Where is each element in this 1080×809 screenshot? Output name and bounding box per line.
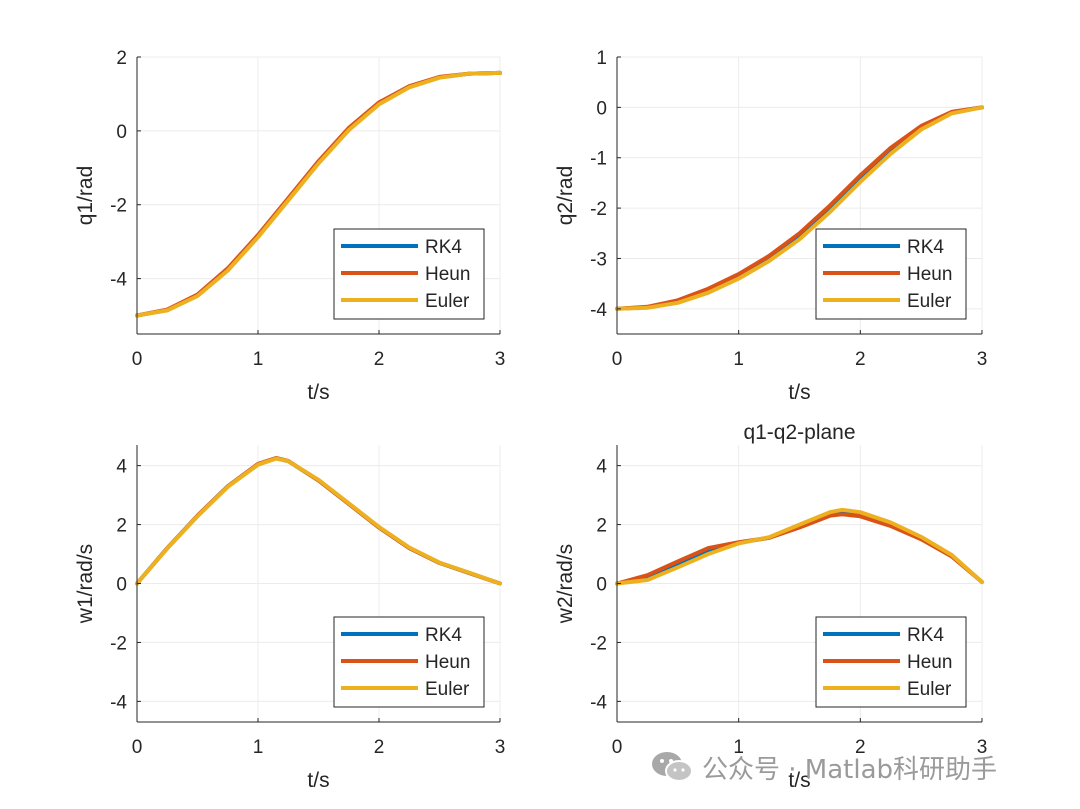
legend-label-heun: Heun [425, 264, 470, 285]
y-tick-label: -2 [590, 633, 607, 654]
legend-label-euler: Euler [425, 291, 470, 312]
legend-label-rk4: RK4 [425, 237, 462, 258]
series-line-euler [135, 70, 502, 318]
x-tick-label: 1 [733, 737, 744, 758]
x-axis-label: t/s [307, 769, 329, 792]
x-axis-label: t/s [788, 769, 810, 792]
legend: RK4 Heun Euler [815, 616, 967, 708]
x-tick-label: 1 [253, 737, 264, 758]
y-tick-label: -2 [110, 196, 127, 217]
y-axis-label: w2/rad/s [554, 544, 577, 624]
y-tick-label: 0 [596, 575, 607, 596]
x-tick-label: 3 [977, 737, 988, 758]
x-tick-label: 0 [132, 349, 143, 370]
x-tick-label: 2 [374, 737, 385, 758]
series-line-heun [615, 512, 984, 586]
y-tick-label: 0 [596, 98, 607, 119]
y-tick-label: -4 [590, 300, 607, 321]
legend-label-euler: Euler [425, 679, 470, 700]
series-line-euler [615, 105, 984, 311]
y-axis-label: q1/rad [74, 166, 97, 226]
x-tick-label: 1 [253, 349, 264, 370]
subplot-3: 0 1 2 3 4 2 0 -2 -4 t/s w1/rad/s RK4 Heun Euler [74, 445, 505, 792]
x-tick-label: 2 [855, 737, 866, 758]
watermark: 公众号 · Matlab科研助手 [650, 747, 997, 787]
series-line-euler [615, 507, 984, 586]
x-tick-label: 3 [495, 737, 506, 758]
y-tick-label: 0 [116, 575, 127, 596]
watermark-text: 公众号 · Matlab科研助手 [702, 754, 998, 785]
x-tick-label: 0 [132, 737, 143, 758]
x-tick-label: 1 [733, 349, 744, 370]
y-axis-label: w1/rad/s [74, 544, 97, 624]
y-tick-label: -4 [590, 692, 607, 713]
x-axis-label: t/s [307, 381, 329, 404]
y-tick-label: -1 [590, 149, 607, 170]
series-line-euler [135, 456, 502, 586]
legend-label-rk4: RK4 [907, 625, 944, 646]
legend-label-heun: Heun [907, 264, 952, 285]
y-tick-label: 1 [596, 48, 607, 69]
legend: RK4 Heun Euler [333, 228, 485, 320]
y-tick-label: 2 [116, 48, 127, 69]
legend-label-euler: Euler [907, 679, 952, 700]
y-tick-label: 0 [116, 122, 127, 143]
y-tick-label: 2 [596, 516, 607, 537]
subplot-4: 0 1 2 3 4 2 0 -2 -4 t/s w2/rad/s q1-q2-plane RK4 Heun… [554, 421, 987, 792]
y-tick-label: -2 [110, 633, 127, 654]
y-tick-label: 2 [116, 516, 127, 537]
legend: RK4 Heun Euler [815, 228, 967, 320]
x-tick-label: 0 [612, 349, 623, 370]
y-axis-label: q2/rad [554, 166, 577, 226]
y-tick-label: 4 [116, 457, 127, 478]
y-tick-label: -4 [110, 270, 127, 291]
legend-label-rk4: RK4 [425, 625, 462, 646]
wechat-icon [652, 752, 693, 782]
legend-label-rk4: RK4 [907, 237, 944, 258]
x-tick-label: 2 [374, 349, 385, 370]
subplot-1: 0 1 2 3 2 0 -2 -4 t/s q1/rad RK4 Heun Euler [74, 48, 505, 404]
chart-title: q1-q2-plane [743, 421, 855, 444]
x-tick-label: 0 [612, 737, 623, 758]
y-tick-label: -4 [110, 692, 127, 713]
y-tick-label: 4 [596, 457, 607, 478]
x-axis-label: t/s [788, 381, 810, 404]
x-tick-label: 3 [495, 349, 506, 370]
legend-label-heun: Heun [907, 652, 952, 673]
series-line-heun [615, 105, 984, 311]
legend: RK4 Heun Euler [333, 616, 485, 708]
legend-label-euler: Euler [907, 291, 952, 312]
subplot-2: 0 1 2 3 1 0 -1 -2 -3 -4 t/s q2/rad RK4 Heun Euler [554, 48, 987, 404]
y-tick-label: -2 [590, 199, 607, 220]
y-tick-label: -3 [590, 249, 607, 270]
legend-label-heun: Heun [425, 652, 470, 673]
x-tick-label: 3 [977, 349, 988, 370]
x-tick-label: 2 [855, 349, 866, 370]
